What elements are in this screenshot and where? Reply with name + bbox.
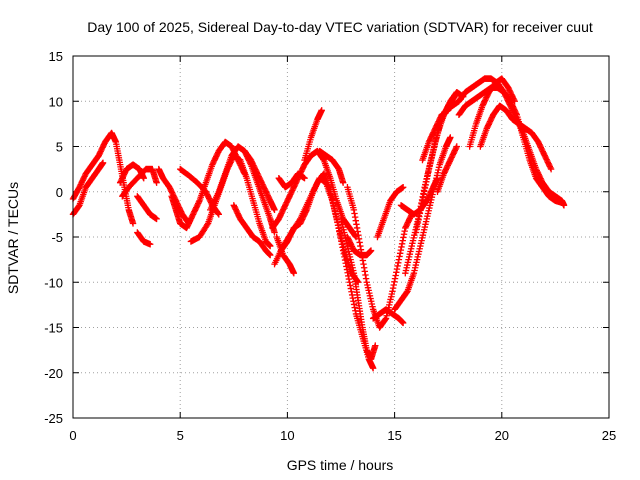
data-point	[271, 229, 278, 236]
y-tick-label: 5	[56, 140, 63, 155]
data-point	[369, 365, 377, 372]
data-point	[153, 215, 160, 223]
data-point	[339, 179, 347, 186]
series-prn-f	[134, 193, 160, 223]
data-point	[558, 199, 566, 206]
chart-title: Day 100 of 2025, Sidereal Day-to-day VTE…	[87, 19, 593, 35]
x-tick-label: 15	[387, 428, 401, 443]
data-point	[399, 184, 407, 191]
x-tick-label: 5	[177, 428, 184, 443]
series-prn-x	[369, 306, 407, 327]
data-point	[129, 220, 137, 227]
series-prn-af	[455, 84, 566, 206]
data-point	[372, 342, 379, 349]
data-point	[451, 93, 458, 100]
series-prn-e	[134, 229, 154, 248]
data-point	[447, 134, 454, 141]
data-point	[318, 107, 325, 114]
data-point	[146, 241, 154, 248]
data-point	[547, 165, 555, 173]
data-point	[301, 174, 308, 182]
y-tick-label: -5	[51, 230, 63, 245]
series-prn-o	[273, 233, 298, 277]
series-prn-ai	[434, 143, 460, 195]
series-prn-c	[116, 161, 147, 186]
data-point	[267, 242, 274, 250]
data-point	[399, 319, 407, 327]
series-prn-y	[374, 184, 407, 241]
series-prn-ah	[466, 75, 518, 150]
data-points	[69, 75, 568, 372]
series-prn-b	[69, 159, 107, 218]
series-prn-aa	[391, 134, 454, 313]
data-point	[153, 179, 160, 186]
y-tick-label: -15	[44, 321, 63, 336]
series-prn-s	[301, 107, 325, 164]
series-prn-d	[119, 165, 160, 200]
data-point	[215, 211, 222, 218]
y-tick-label: 15	[49, 49, 63, 64]
x-tick-label: 20	[495, 428, 509, 443]
y-tick-label: 0	[56, 185, 63, 200]
x-tick-label: 25	[602, 428, 616, 443]
tick-labels: 0 5 10 15 20 25 -25 -20 -15 -10 -5 0 5 10 15	[44, 49, 616, 443]
y-tick-label: -25	[44, 411, 63, 426]
data-point	[267, 251, 274, 259]
x-axis-label: GPS time / hours	[287, 457, 394, 473]
series-prn-t	[316, 147, 347, 186]
x-tick-label: 10	[280, 428, 294, 443]
y-tick-label: -10	[44, 275, 63, 290]
y-tick-label: -20	[44, 366, 63, 381]
data-point	[453, 143, 460, 150]
x-tick-label: 0	[69, 428, 76, 443]
data-point	[271, 206, 278, 214]
data-point	[290, 270, 298, 277]
data-point	[99, 159, 107, 166]
data-point	[367, 247, 375, 254]
series-prn-m	[241, 147, 278, 214]
y-axis-label: SDTVAR / TECUs	[5, 182, 21, 294]
data-point	[511, 98, 518, 105]
series-prn-ae	[442, 75, 568, 209]
series-prn-a	[69, 129, 137, 227]
series-prn-l	[230, 202, 274, 259]
series-prn-u	[337, 215, 379, 363]
y-tick-label: 10	[49, 94, 63, 109]
plot-frame	[72, 55, 610, 419]
data-point	[140, 174, 147, 182]
series-prn-ag	[477, 102, 555, 173]
